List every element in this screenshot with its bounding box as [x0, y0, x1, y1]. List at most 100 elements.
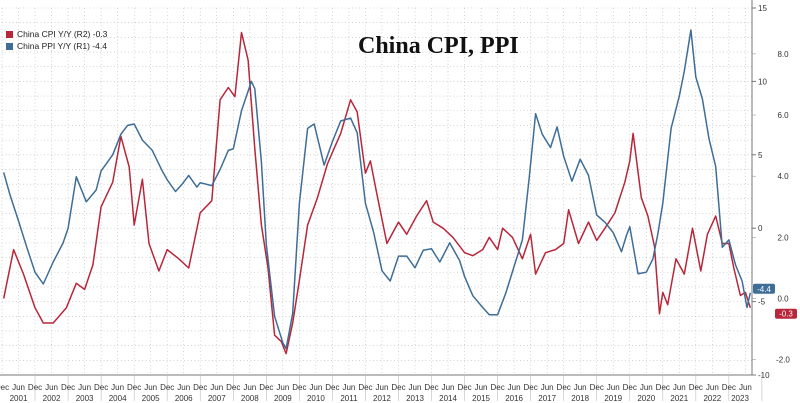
x-tick-label: Jun	[541, 383, 554, 392]
x-year-label: 2002	[43, 394, 61, 403]
x-tick-label: Jun	[376, 383, 389, 392]
x-tick-label: Dec	[689, 383, 703, 392]
r1-tick-label: 15	[758, 4, 767, 13]
series-line-cpi	[2, 31, 752, 355]
x-tick-label: Dec	[656, 383, 670, 392]
x-tick-label: Dec	[623, 383, 637, 392]
x-tick-label: Dec	[0, 383, 9, 392]
x-tick-label: Jun	[177, 383, 190, 392]
legend-label-cpi: China CPI Y/Y (R2) -0.3	[17, 29, 108, 39]
x-tick-label: Dec	[61, 383, 75, 392]
x-tick-label: Jun	[442, 383, 455, 392]
x-tick-label: Jun	[45, 383, 58, 392]
chart-title: China CPI, PPI	[358, 33, 519, 59]
x-year-label: 2007	[208, 394, 226, 403]
x-year-label: 2005	[142, 394, 160, 403]
x-year-label: 2012	[373, 394, 391, 403]
x-tick-label: Dec	[557, 383, 571, 392]
x-year-label: 2020	[637, 394, 655, 403]
last-value-badge-ppi	[753, 283, 775, 294]
x-year-label: 2022	[703, 394, 721, 403]
legend-item-cpi: China CPI Y/Y (R2) -0.3	[6, 28, 107, 40]
x-tick-label: Jun	[210, 383, 223, 392]
x-tick-label: Dec	[590, 383, 604, 392]
x-year-label: 2003	[76, 394, 94, 403]
x-tick-label: Jun	[111, 383, 124, 392]
x-year-label: 2006	[175, 394, 193, 403]
x-tick-label: Jun	[12, 383, 25, 392]
x-tick-label: Dec	[424, 383, 438, 392]
x-tick-label: Jun	[640, 383, 653, 392]
x-tick-label: Dec	[524, 383, 538, 392]
x-tick-label: Jun	[309, 383, 322, 392]
legend-item-ppi: China PPI Y/Y (R1) -4.4	[6, 40, 107, 52]
x-tick-label: Jun	[78, 383, 91, 392]
x-tick-label: Dec	[259, 383, 273, 392]
x-year-label: 2009	[274, 394, 292, 403]
right-axis: 15 10 5 0 -5 -10 8.0 6.0 4.0 2.0 0.0 -2.0	[751, 0, 790, 380]
x-year-label: 2013	[406, 394, 424, 403]
x-year-label: 2001	[10, 394, 28, 403]
x-tick-label: Jun	[243, 383, 256, 392]
x-year-label: 2023	[731, 394, 749, 403]
x-year-label: 2008	[241, 394, 259, 403]
x-tick-label: Dec	[94, 383, 108, 392]
x-year-label: 2015	[472, 394, 490, 403]
x-tick-label: Dec	[358, 383, 372, 392]
r1-tick-label: 5	[758, 151, 763, 160]
x-year-label: 2017	[538, 394, 556, 403]
x-year-label: 2019	[604, 394, 622, 403]
x-tick-label: Dec	[490, 383, 504, 392]
x-axis: DecJun2001DecJun2002DecJun2003DecJun2004…	[0, 374, 763, 403]
x-year-label: 2018	[571, 394, 589, 403]
x-tick-label: Jun	[409, 383, 422, 392]
legend-label-ppi: China PPI Y/Y (R1) -4.4	[17, 41, 107, 51]
x-year-label: 2014	[439, 394, 457, 403]
legend: China CPI Y/Y (R2) -0.3 China PPI Y/Y (R…	[6, 28, 107, 52]
x-year-label: 2010	[307, 394, 325, 403]
x-tick-label: Jun	[342, 383, 355, 392]
x-tick-label: Jun	[706, 383, 719, 392]
x-tick-label: Dec	[226, 383, 240, 392]
x-tick-label: Jun	[276, 383, 289, 392]
last-value-badges: -0.3 -4.4	[753, 283, 797, 319]
r2-tick-label: 4.0	[777, 172, 789, 181]
r1-tick-label: -5	[758, 298, 766, 307]
last-value-badge-cpi	[775, 308, 797, 319]
x-tick-label: Dec	[391, 383, 405, 392]
r2-tick-label: 2.0	[777, 233, 789, 242]
x-year-label: 2021	[670, 394, 688, 403]
x-tick-label: Dec	[160, 383, 174, 392]
r1-tick-label: 10	[758, 77, 767, 86]
x-tick-label: Dec	[28, 383, 42, 392]
x-tick-label: Jun	[508, 383, 521, 392]
r1-tick-label: 0	[758, 224, 763, 233]
r1-tick-label: -10	[758, 371, 770, 380]
x-tick-label: Jun	[144, 383, 157, 392]
r2-tick-label: 6.0	[777, 111, 789, 120]
last-value-label-ppi: -4.4	[757, 285, 771, 294]
r2-tick-label: 0.0	[777, 295, 789, 304]
x-year-label: 2011	[340, 394, 358, 403]
x-tick-label: Jun	[475, 383, 488, 392]
x-tick-label: Dec	[292, 383, 306, 392]
x-tick-label: Jun	[607, 383, 620, 392]
x-tick-label: Dec	[325, 383, 339, 392]
x-tick-label: Dec	[722, 383, 736, 392]
x-tick-label: Jun	[673, 383, 686, 392]
gridlines	[1, 7, 752, 376]
x-tick-label: Dec	[457, 383, 471, 392]
x-tick-label: Dec	[127, 383, 141, 392]
x-tick-label: Dec	[193, 383, 207, 392]
series-layer	[2, 29, 752, 355]
legend-swatch-ppi	[6, 42, 13, 50]
x-tick-label: Jun	[574, 383, 587, 392]
legend-swatch-cpi	[6, 30, 13, 38]
last-value-label-cpi: -0.3	[779, 310, 793, 319]
series-line-ppi	[2, 29, 752, 350]
x-tick-label: Jun	[739, 383, 752, 392]
x-year-label: 2016	[505, 394, 523, 403]
r2-tick-label: 8.0	[777, 50, 789, 59]
x-year-label: 2004	[109, 394, 127, 403]
